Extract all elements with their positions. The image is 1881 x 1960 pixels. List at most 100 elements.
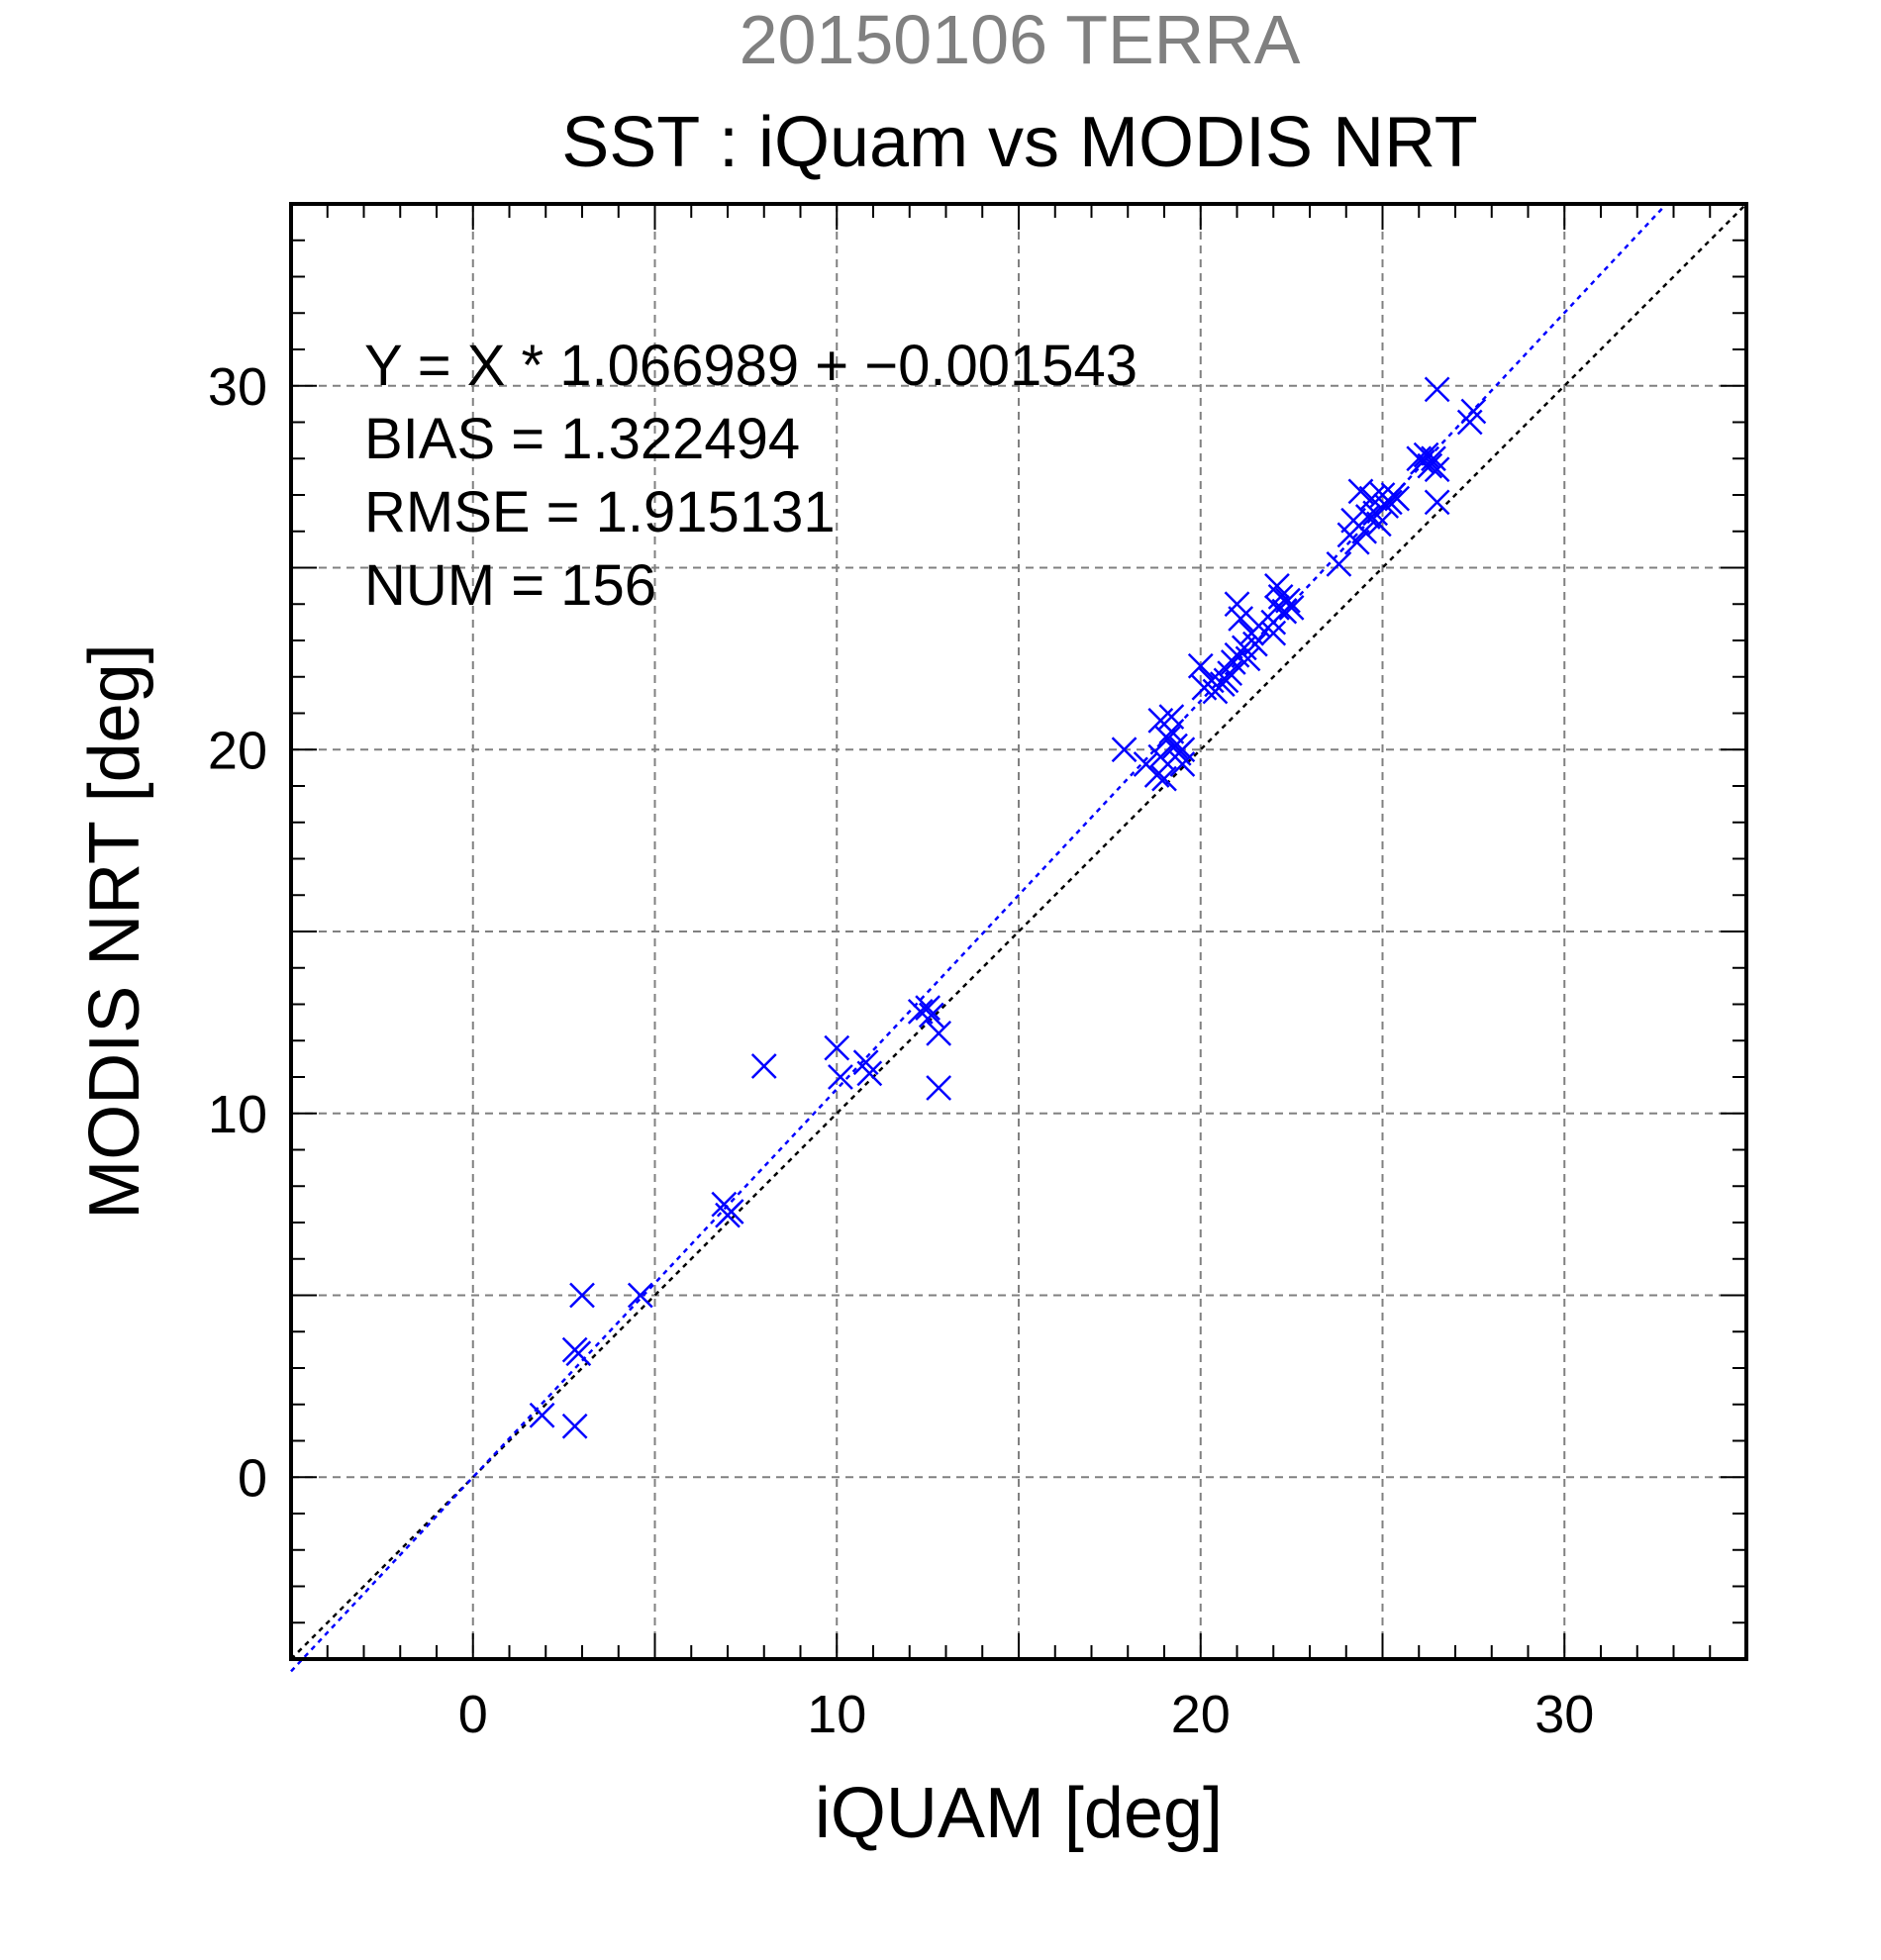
data-point-stroke xyxy=(926,1075,952,1101)
data-point-stroke xyxy=(907,998,934,1025)
data-point xyxy=(926,1021,952,1046)
data-point xyxy=(1220,649,1246,675)
data-point-stroke xyxy=(1264,572,1290,599)
data-point-stroke xyxy=(1213,667,1239,694)
chart-supertitle: 20150106 TERRA xyxy=(740,1,1301,78)
data-point xyxy=(1347,478,1374,505)
data-point xyxy=(1213,667,1239,694)
data-point xyxy=(1187,652,1214,679)
data-point-stroke xyxy=(1224,591,1250,618)
data-point xyxy=(1169,751,1196,777)
data-point-stroke xyxy=(1220,649,1246,675)
data-point-stroke xyxy=(1235,645,1261,672)
y-axis-label: MODIS NRT [deg] xyxy=(75,643,154,1220)
x-axis-label: iQUAM [deg] xyxy=(815,1774,1223,1853)
data-point-stroke xyxy=(565,1340,592,1367)
data-point-stroke xyxy=(1424,489,1450,516)
x-tick-label: 10 xyxy=(807,1685,866,1744)
data-point xyxy=(1260,620,1287,646)
x-tick-label: 30 xyxy=(1534,1685,1594,1744)
data-point xyxy=(1424,376,1450,403)
data-point-stroke xyxy=(926,1021,952,1046)
data-point-stroke xyxy=(1343,529,1370,555)
data-point xyxy=(561,1413,588,1439)
data-point xyxy=(824,1034,850,1061)
data-point xyxy=(569,1282,595,1309)
data-point xyxy=(1326,550,1352,577)
y-tick-label: 20 xyxy=(208,721,267,780)
data-point-stroke xyxy=(718,1199,744,1225)
data-point-stroke xyxy=(529,1402,555,1428)
data-point-stroke xyxy=(1460,398,1487,425)
stats-equation: Y = X * 1.066989 + −0.001543 xyxy=(364,334,1138,398)
y-tick-label: 30 xyxy=(208,357,267,417)
data-point-stroke xyxy=(824,1034,850,1061)
data-point xyxy=(1417,452,1443,479)
data-point-stroke xyxy=(1147,743,1174,770)
data-point xyxy=(1424,489,1450,516)
data-points xyxy=(529,376,1487,1439)
x-tick-labels: 0 10 20 30 xyxy=(458,1685,1595,1744)
grid xyxy=(291,204,1746,1659)
data-point xyxy=(1275,587,1301,614)
data-point xyxy=(1111,736,1138,763)
data-point-stroke xyxy=(856,1060,883,1087)
data-point-stroke xyxy=(1187,652,1214,679)
plot-frame xyxy=(289,202,1748,1661)
data-point xyxy=(856,1060,883,1087)
data-point xyxy=(627,1282,653,1309)
y-tick-label: 10 xyxy=(208,1085,267,1144)
data-point xyxy=(1158,704,1185,731)
data-point xyxy=(718,1199,744,1225)
data-point xyxy=(1151,765,1177,792)
data-point xyxy=(1162,733,1188,759)
data-point-stroke xyxy=(915,995,941,1022)
data-point-stroke xyxy=(1278,595,1305,621)
data-point-stroke xyxy=(1354,504,1381,530)
data-point-stroke xyxy=(1326,550,1352,577)
stats-rmse: RMSE = 1.915131 xyxy=(364,480,836,544)
data-point-stroke xyxy=(1151,765,1177,792)
reference-lines xyxy=(290,203,1747,1673)
stats-num: NUM = 156 xyxy=(364,553,656,618)
data-point xyxy=(1235,645,1261,672)
data-point xyxy=(1351,518,1378,544)
data-point xyxy=(828,1064,853,1090)
x-tick-label: 20 xyxy=(1171,1685,1231,1744)
data-point xyxy=(565,1340,592,1367)
data-point-stroke xyxy=(852,1049,879,1076)
data-point-stroke xyxy=(1376,489,1403,516)
data-point-stroke xyxy=(1347,478,1374,505)
data-point-stroke xyxy=(1143,762,1170,788)
x-tick-label: 0 xyxy=(458,1685,488,1744)
data-point xyxy=(1424,456,1450,483)
data-point-stroke xyxy=(1111,736,1138,763)
data-point-stroke xyxy=(627,1282,653,1309)
data-point xyxy=(1224,591,1250,618)
data-point-stroke xyxy=(1424,376,1450,403)
y-tick-labels: 0 10 20 30 xyxy=(208,357,267,1509)
data-point xyxy=(1376,489,1403,516)
data-point xyxy=(750,1053,777,1079)
data-point-stroke xyxy=(1241,631,1268,657)
data-point xyxy=(915,995,941,1022)
data-point xyxy=(1384,485,1411,512)
data-point-stroke xyxy=(561,1413,588,1439)
data-point-stroke xyxy=(1384,485,1411,512)
data-point xyxy=(918,1002,944,1029)
stats-bias: BIAS = 1.322494 xyxy=(364,407,800,471)
data-point-stroke xyxy=(1421,445,1446,472)
data-point xyxy=(1228,606,1254,632)
data-point xyxy=(1460,398,1487,425)
one-to-one-line xyxy=(290,203,1747,1660)
data-point-stroke xyxy=(1424,456,1450,483)
data-point-stroke xyxy=(1275,587,1301,614)
data-point xyxy=(1278,595,1305,621)
data-point-stroke xyxy=(1417,452,1443,479)
data-point xyxy=(1365,511,1392,538)
data-point-stroke xyxy=(828,1064,853,1090)
data-point-stroke xyxy=(750,1053,777,1079)
data-point xyxy=(1143,762,1170,788)
data-point-stroke xyxy=(1158,704,1185,731)
